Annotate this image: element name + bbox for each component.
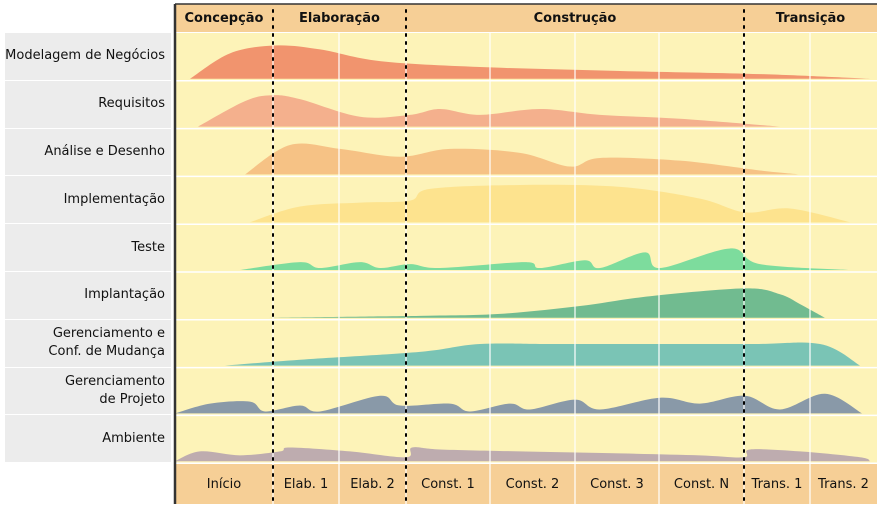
discipline-label-text: Teste [131, 239, 165, 255]
iteration-label: Elab. 2 [350, 476, 395, 492]
phase-header: Elaboração [299, 10, 380, 26]
discipline-label: Análise e Desenho [5, 128, 171, 177]
phase-header: Concepção [184, 10, 264, 26]
discipline-label-text: Ambiente [102, 430, 165, 446]
discipline-label-text: Gerenciamento e Conf. de Mudança [48, 326, 165, 360]
discipline-label: Implementação [5, 176, 171, 225]
curve-gerenciamento-e-conf-de-mudanca [225, 342, 860, 366]
curve-requisitos [198, 95, 780, 127]
iteration-label: Elab. 1 [283, 476, 329, 492]
iteration-label: Const. N [673, 476, 730, 492]
discipline-label: Modelagem de Negócios [5, 33, 171, 81]
iteration-label: Trans. 2 [818, 476, 869, 492]
discipline-label-text: Análise e Desenho [44, 143, 165, 159]
curve-ambiente [175, 447, 870, 462]
iteration-label: Const. 3 [590, 476, 644, 492]
discipline-label-text: Implantação [84, 287, 165, 303]
iteration-label: Início [206, 476, 242, 492]
discipline-label: Gerenciamento e Conf. de Mudança [5, 319, 171, 368]
discipline-labels: Modelagem de Negócios Requisitos Análise e… [5, 33, 173, 464]
curve-implantacao [260, 288, 825, 318]
curve-teste [240, 248, 850, 270]
iteration-label: Const. 1 [421, 476, 475, 492]
curve-implementacao [250, 184, 850, 223]
phase-header: Transição [775, 10, 846, 26]
discipline-label: Requisitos [5, 80, 171, 129]
iteration-label: Const. 2 [505, 476, 560, 492]
phase-header-band [175, 4, 877, 32]
iteration-label: Trans. 1 [751, 476, 803, 492]
discipline-label: Implantação [5, 272, 171, 320]
discipline-label: Teste [5, 224, 171, 272]
curve-modelagem-de-negocios [190, 45, 870, 79]
iteration-footer-band [175, 464, 877, 504]
curve-gerenciamento-de-projeto [175, 393, 862, 414]
discipline-label: Ambiente [5, 415, 171, 464]
phase-header: Construção [533, 10, 617, 26]
discipline-label-text: Implementação [63, 191, 165, 207]
curve-analise-e-desenho [245, 143, 800, 175]
discipline-label-text: Requisitos [98, 96, 165, 112]
discipline-label-text: Modelagem de Negócios [5, 48, 165, 64]
discipline-label: Gerenciamento de Projeto [5, 367, 171, 416]
discipline-label-text: Gerenciamento de Projeto [64, 373, 165, 407]
